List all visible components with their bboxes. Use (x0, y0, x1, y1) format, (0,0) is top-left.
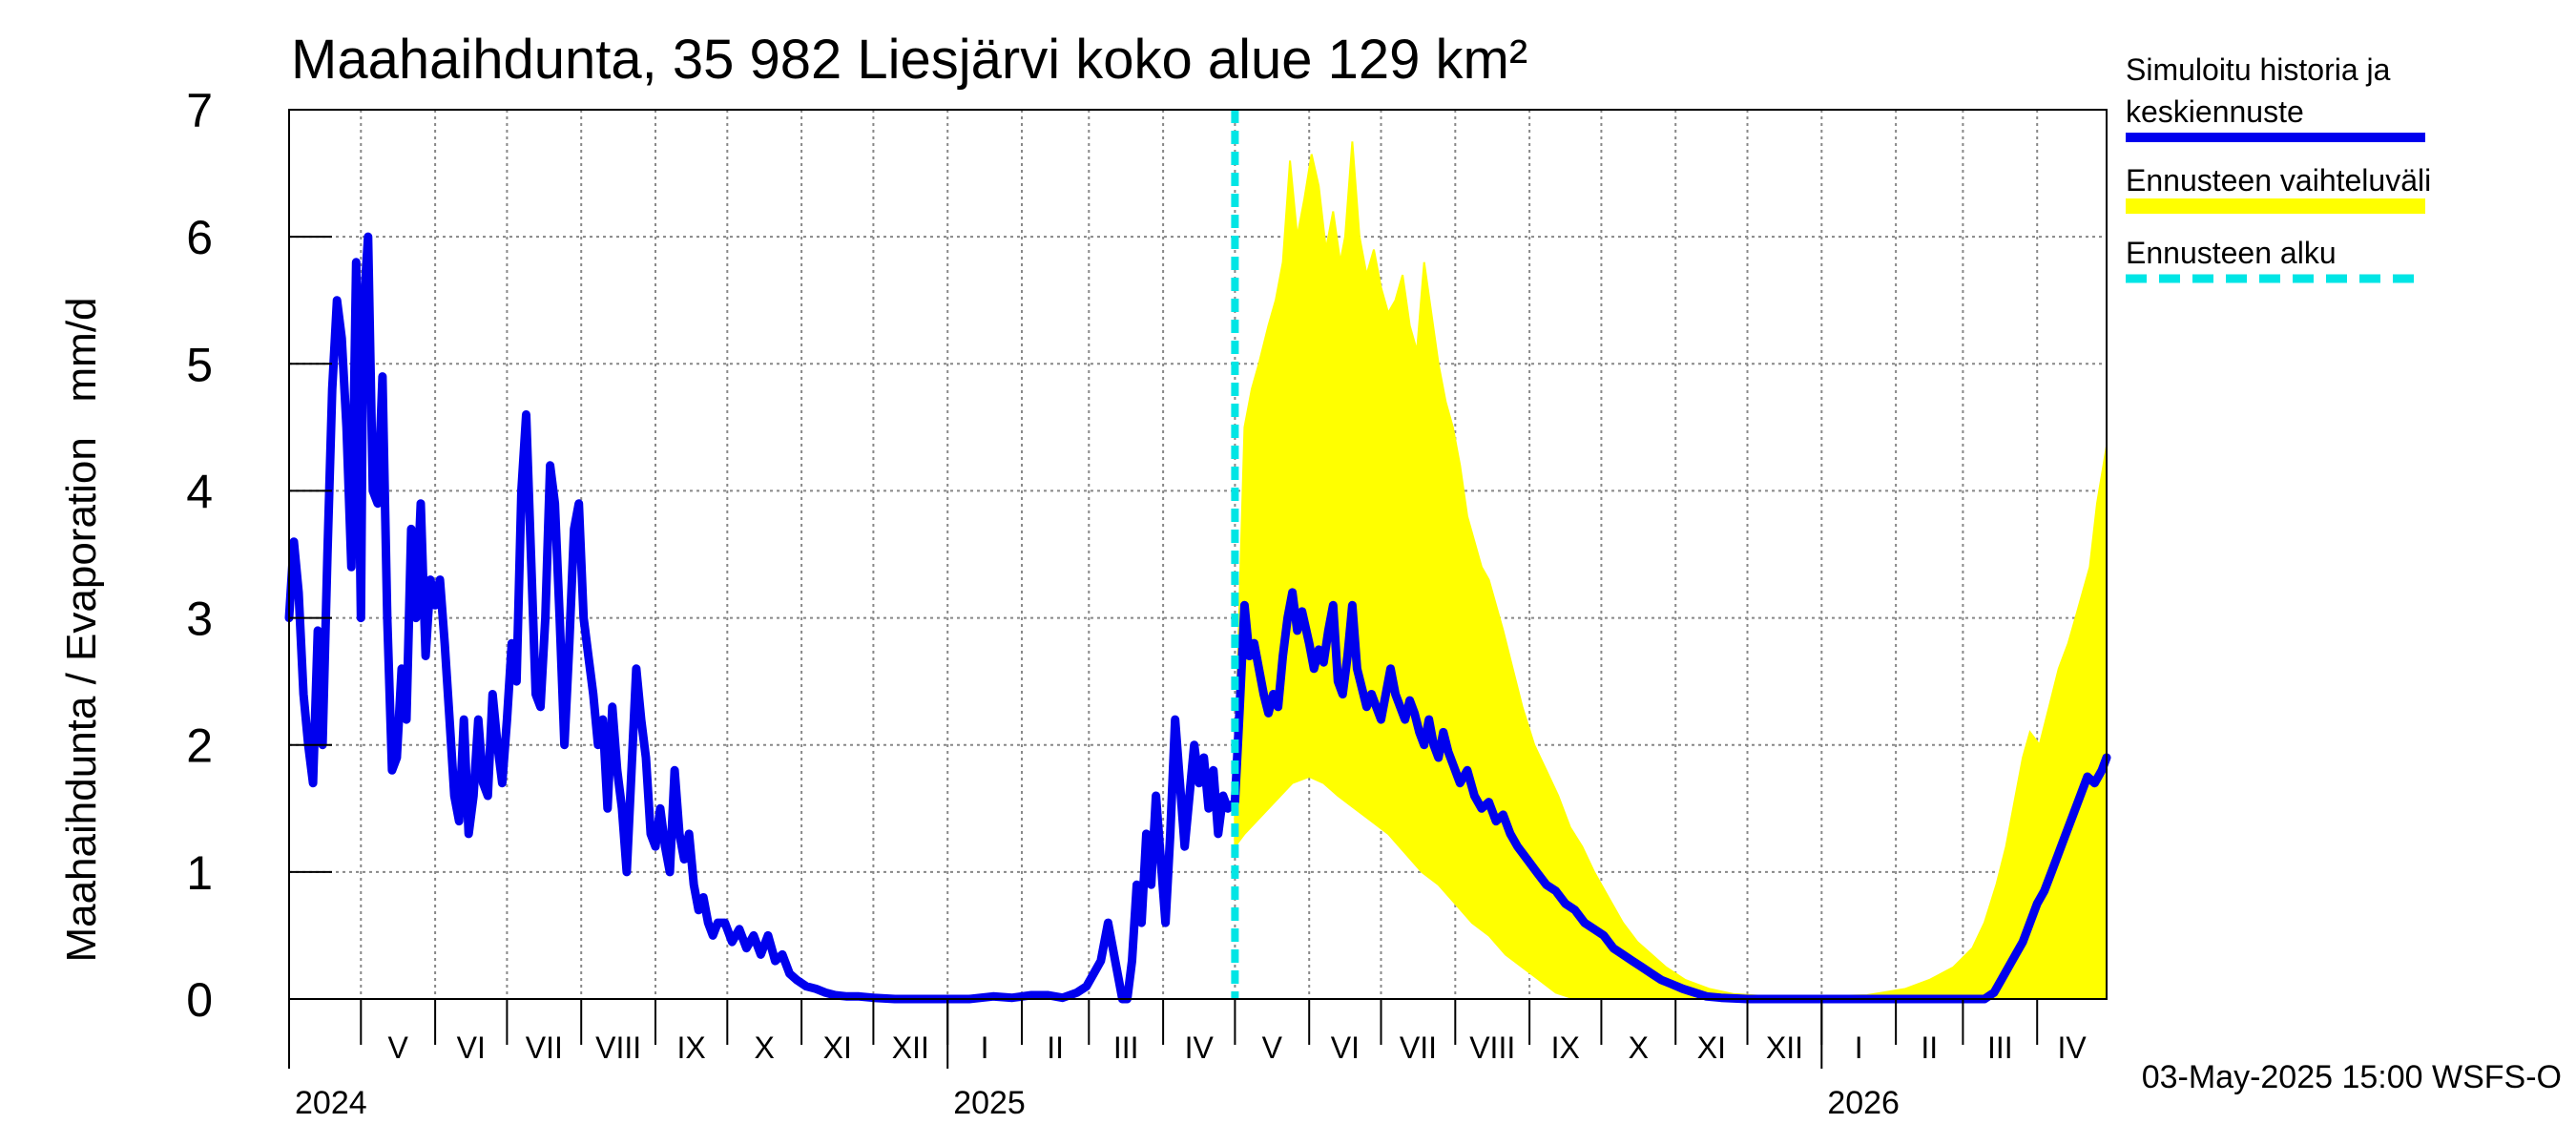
y-tick-label: 0 (186, 973, 213, 1027)
month-label: XI (823, 1030, 852, 1065)
y-tick-label: 7 (186, 84, 213, 137)
plot-border (288, 109, 2108, 1000)
month-label: VII (1400, 1030, 1437, 1065)
month-label: I (1855, 1030, 1863, 1065)
y-axis-ticks: 0 1 2 3 4 5 6 7 (186, 84, 332, 1027)
forecast-range-polygon (1234, 141, 2108, 1000)
y-tick-label: 6 (186, 211, 213, 264)
y-tick-label: 1 (186, 846, 213, 900)
y-axis-label: Maahaihdunta / Evaporation mm/d (58, 297, 105, 962)
year-label: 2024 (295, 1085, 367, 1121)
month-label: IV (1185, 1030, 1215, 1065)
chart-title: Maahaihdunta, 35 982 Liesjärvi koko alue… (291, 29, 1527, 91)
month-label: X (755, 1030, 775, 1065)
month-label: VII (526, 1030, 563, 1065)
history-mean-line (284, 232, 2111, 1004)
legend-history-label-line1: Simuloitu historia ja (2126, 52, 2391, 87)
month-label: III (1987, 1030, 2013, 1065)
legend-forecast-start-label: Ennusteen alku (2126, 236, 2337, 270)
month-label: IX (677, 1030, 706, 1065)
month-label: VI (457, 1030, 486, 1065)
month-label: VIII (595, 1030, 641, 1065)
month-label: I (981, 1030, 989, 1065)
x-axis-months: V VI VII VIII IX X XI XII I II III IV V VI VII VIII IX X X… (288, 999, 2087, 1121)
month-label: II (1921, 1030, 1938, 1065)
month-label: XII (892, 1030, 929, 1065)
legend-history-label-line2: keskiennuste (2126, 94, 2304, 129)
legend: Simuloitu historia ja keskiennuste Ennus… (2126, 52, 2431, 283)
month-label: IV (2057, 1030, 2087, 1065)
legend-range-label: Ennusteen vaihteluväli (2126, 163, 2431, 198)
year-label: 2025 (953, 1085, 1026, 1121)
month-label: X (1629, 1030, 1649, 1065)
month-label: VI (1331, 1030, 1360, 1065)
month-label: VIII (1469, 1030, 1515, 1065)
timestamp-footer: 03-May-2025 15:00 WSFS-O (2142, 1059, 2562, 1095)
month-label: V (388, 1030, 409, 1065)
y-tick-label: 3 (186, 593, 213, 646)
history-mean-series (284, 232, 2111, 1004)
month-label: IX (1551, 1030, 1580, 1065)
y-tick-label: 2 (186, 719, 213, 773)
y-tick-label: 5 (186, 338, 213, 391)
plot-frame (288, 109, 2108, 1000)
month-label: XII (1766, 1030, 1803, 1065)
y-tick-label: 4 (186, 465, 213, 518)
month-label: XI (1697, 1030, 1726, 1065)
month-label: II (1047, 1030, 1064, 1065)
forecast-range-area (1234, 141, 2108, 1000)
month-label: III (1113, 1030, 1139, 1065)
month-label: V (1262, 1030, 1283, 1065)
year-label: 2026 (1827, 1085, 1900, 1121)
